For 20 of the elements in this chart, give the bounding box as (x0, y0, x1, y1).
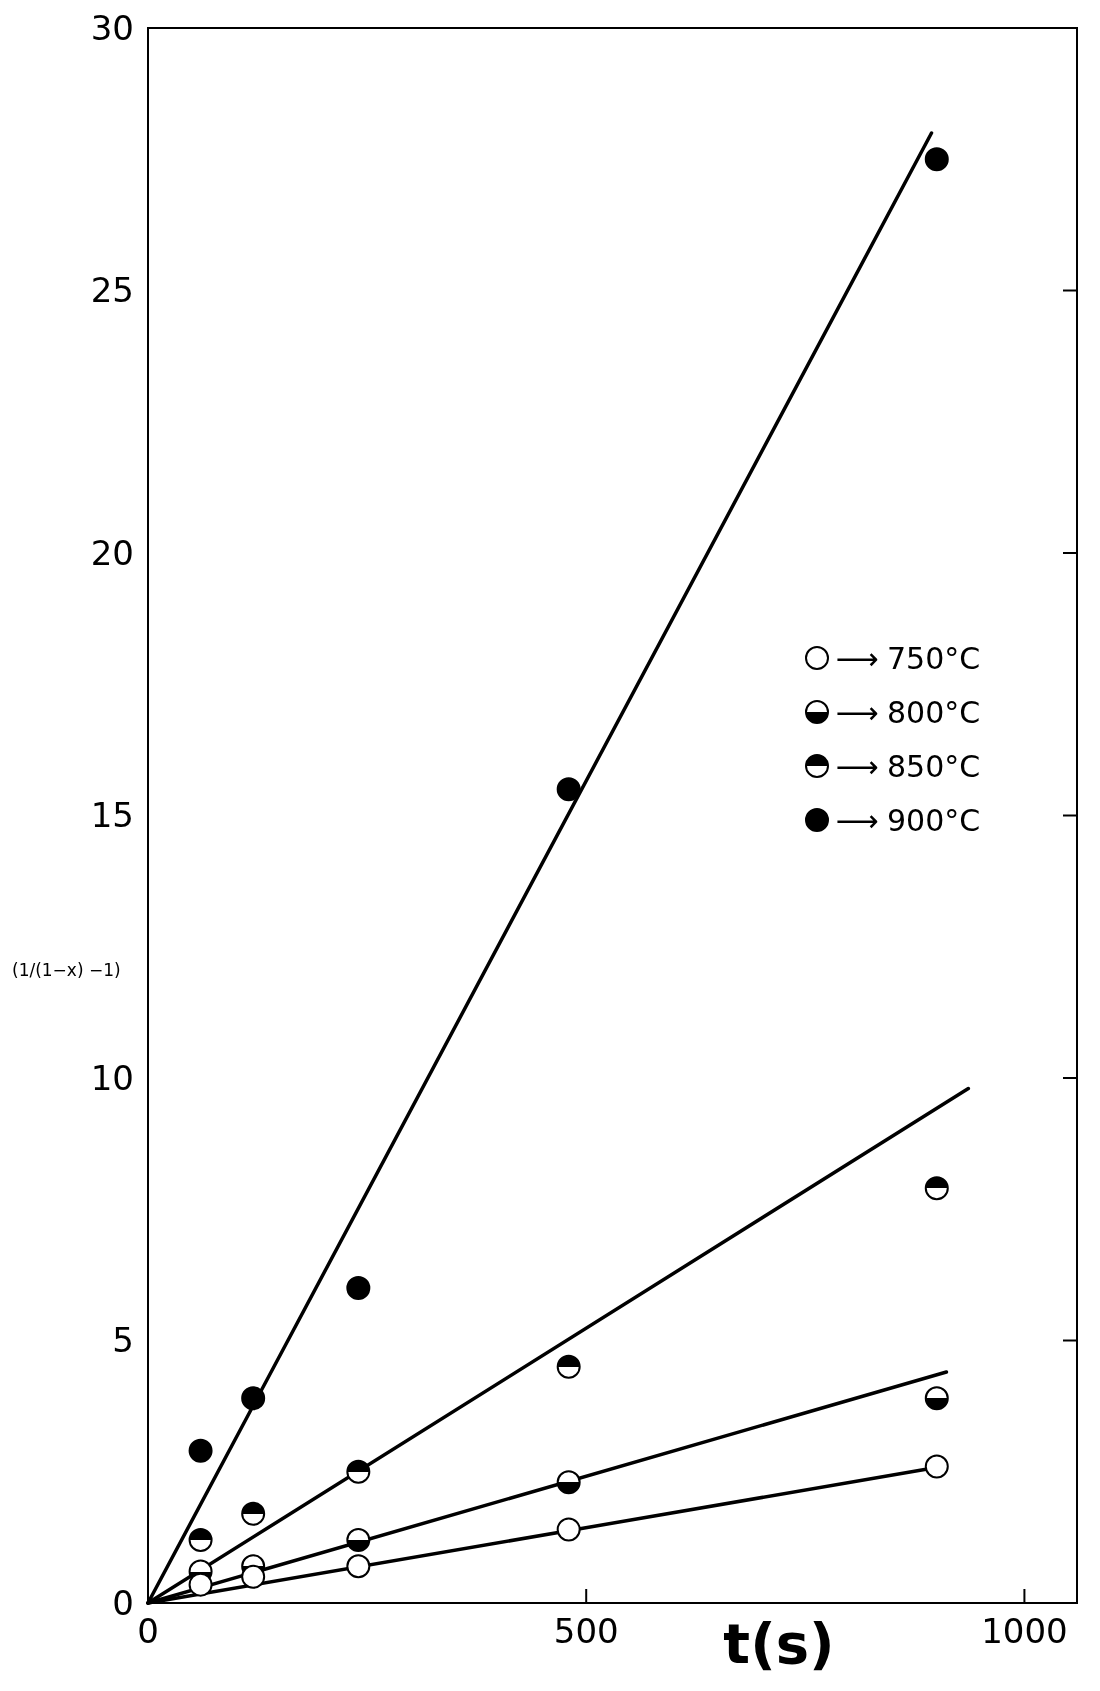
x-tick-label: 1000 (981, 1611, 1068, 1651)
annotation: ⟶ (835, 640, 879, 676)
annotation: ⟶ (835, 694, 879, 730)
x-axis-title: t(s) (723, 1611, 835, 1676)
y-axis-title: (1/(1−x) −1) (12, 959, 121, 980)
legend-label: 750°C (887, 640, 981, 676)
y-tick-label: 5 (112, 1320, 134, 1361)
legend-label: 850°C (887, 748, 981, 784)
legend-label: 900°C (887, 802, 981, 838)
annotation: ⟶ (835, 802, 879, 838)
y-tick-label: 20 (90, 532, 134, 573)
y-tick-label: 15 (90, 795, 134, 836)
x-tick-label: 0 (137, 1611, 159, 1651)
y-tick-label: 25 (90, 270, 134, 311)
x-tick-label: 500 (553, 1611, 619, 1651)
y-tick-label: 30 (90, 7, 134, 48)
legend-label: 800°C (887, 694, 981, 730)
y-tick-label: 10 (90, 1057, 134, 1098)
annotation: ⟶ (835, 748, 879, 784)
y-tick-label: 0 (112, 1582, 134, 1623)
